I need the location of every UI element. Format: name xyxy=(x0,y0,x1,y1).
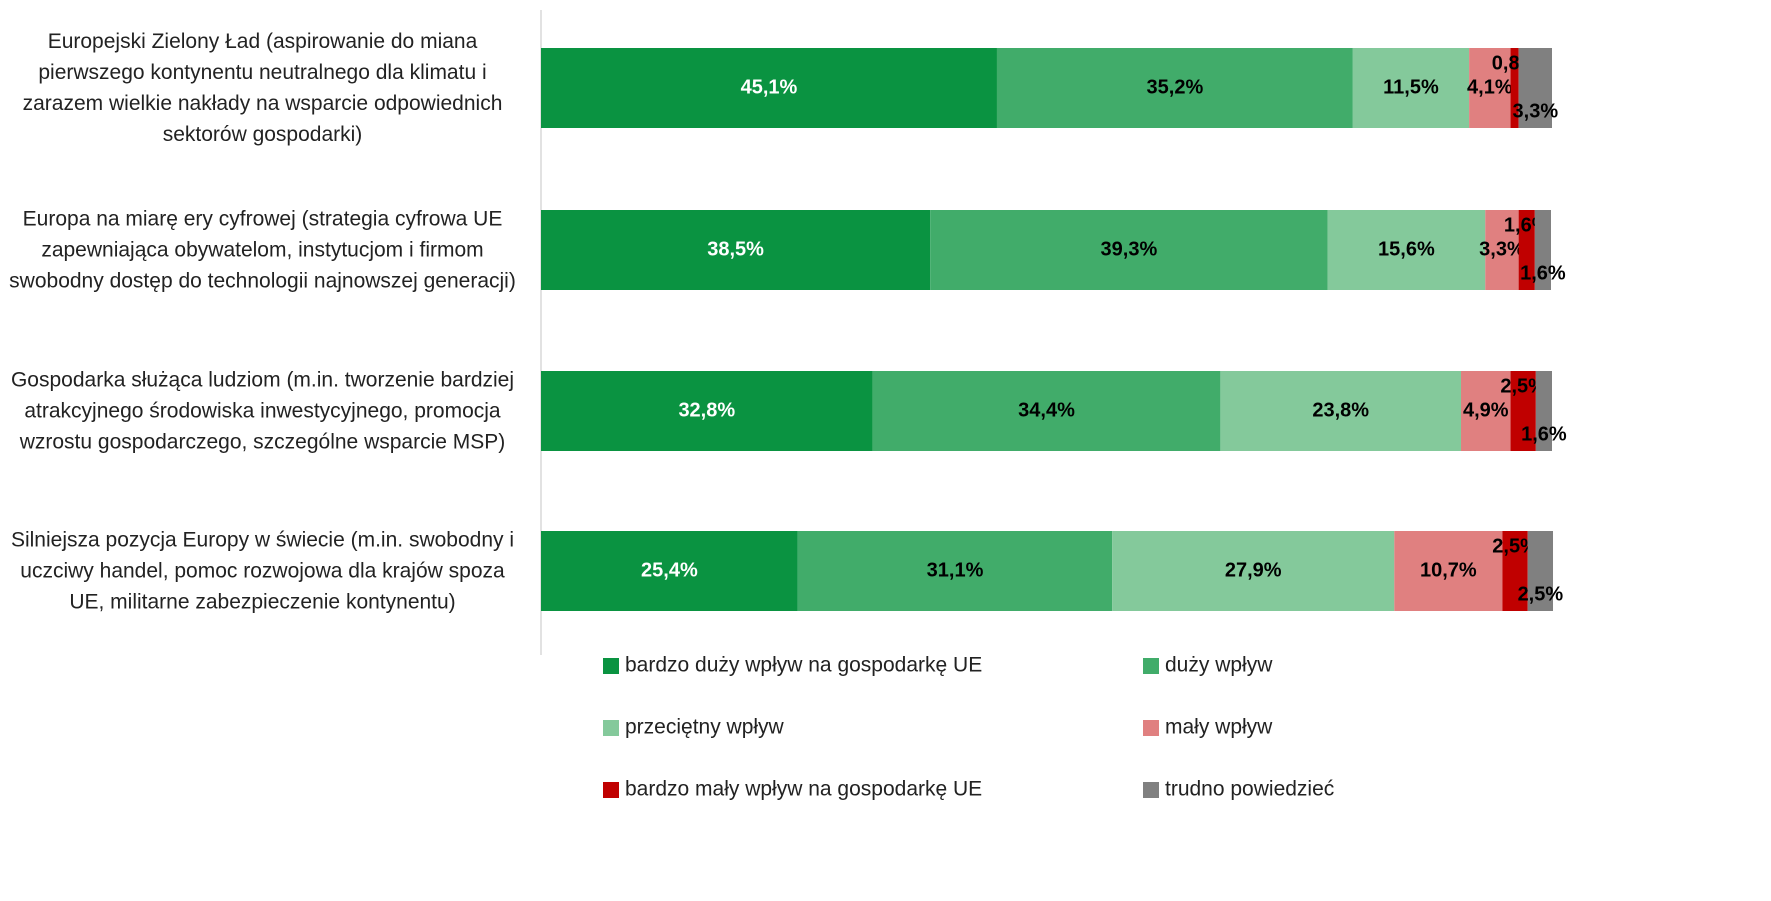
value-label: 10,7% xyxy=(1420,559,1477,581)
value-label: 1,6% xyxy=(1521,423,1567,445)
value-label: 27,9% xyxy=(1225,559,1282,581)
bar-segment xyxy=(1534,210,1551,290)
bar-segment xyxy=(872,371,1221,451)
category-label: Europejski Zielony Ład (aspirowanie do m… xyxy=(22,30,503,146)
bar-segment xyxy=(1518,210,1535,290)
legend-swatch xyxy=(1143,720,1159,736)
value-label: 34,4% xyxy=(1018,399,1075,421)
value-label: 39,3% xyxy=(1101,238,1158,260)
legend-label: duży wpływ xyxy=(1165,654,1273,677)
legend-swatch xyxy=(603,782,619,798)
bar-segment xyxy=(1485,210,1519,290)
legend-swatch xyxy=(1143,782,1159,798)
bar-segment xyxy=(1535,371,1552,451)
bar-segment xyxy=(797,531,1113,611)
bar-segment xyxy=(1352,48,1470,128)
value-label: 2,5% xyxy=(1492,535,1538,557)
legend-swatch xyxy=(603,658,619,674)
value-label: 3,3% xyxy=(1513,100,1559,122)
legend-label: trudno powiedzieć xyxy=(1165,778,1334,801)
value-label: 4,9% xyxy=(1463,399,1509,421)
bar-segment xyxy=(541,371,873,451)
bar-segment xyxy=(1518,48,1552,128)
legend-swatch xyxy=(603,720,619,736)
value-label: 15,6% xyxy=(1378,238,1435,260)
value-label: 38,5% xyxy=(707,238,764,260)
value-label: 31,1% xyxy=(927,559,984,581)
value-label: 2,5% xyxy=(1500,375,1546,397)
bar-segment xyxy=(930,210,1328,290)
bar-segment xyxy=(1220,371,1462,451)
legend-label: bardzo mały wpływ na gospodarkę UE xyxy=(625,778,982,801)
bar-segment xyxy=(541,210,931,290)
bar-segment xyxy=(1510,48,1519,128)
value-label: 1,6% xyxy=(1520,262,1566,284)
value-label: 2,5% xyxy=(1518,583,1564,605)
bar-segment xyxy=(1461,371,1511,451)
bar-segment xyxy=(1469,48,1511,128)
value-label: 32,8% xyxy=(678,399,735,421)
legend-swatch xyxy=(1143,658,1159,674)
bar-segment xyxy=(541,531,798,611)
bar-segment xyxy=(541,48,997,128)
value-label: 11,5% xyxy=(1383,76,1439,98)
value-label: 23,8% xyxy=(1312,399,1369,421)
category-label: Silniejsza pozycja Europy w świecie (m.i… xyxy=(10,528,515,614)
value-label: 3,3% xyxy=(1479,238,1525,260)
bar-segment xyxy=(1112,531,1395,611)
bar-segment xyxy=(1394,531,1503,611)
category-label: Europa na miarę ery cyfrowej (strategia … xyxy=(9,207,516,293)
value-label: 35,2% xyxy=(1147,76,1204,98)
legend-label: mały wpływ xyxy=(1165,716,1273,739)
bar-segment xyxy=(1502,531,1528,611)
bar-segment xyxy=(1510,371,1536,451)
value-label: 4,1% xyxy=(1467,76,1513,98)
bar-segment xyxy=(1527,531,1554,611)
bar-segment xyxy=(1327,210,1486,290)
legend-label: przeciętny wpływ xyxy=(625,716,785,739)
value-label: 25,4% xyxy=(641,559,698,581)
legend-label: bardzo duży wpływ na gospodarkę UE xyxy=(625,654,982,677)
category-label: Gospodarka służąca ludziom (m.in. tworze… xyxy=(10,368,515,454)
value-label: 45,1% xyxy=(741,76,798,98)
bar-segment xyxy=(996,48,1353,128)
